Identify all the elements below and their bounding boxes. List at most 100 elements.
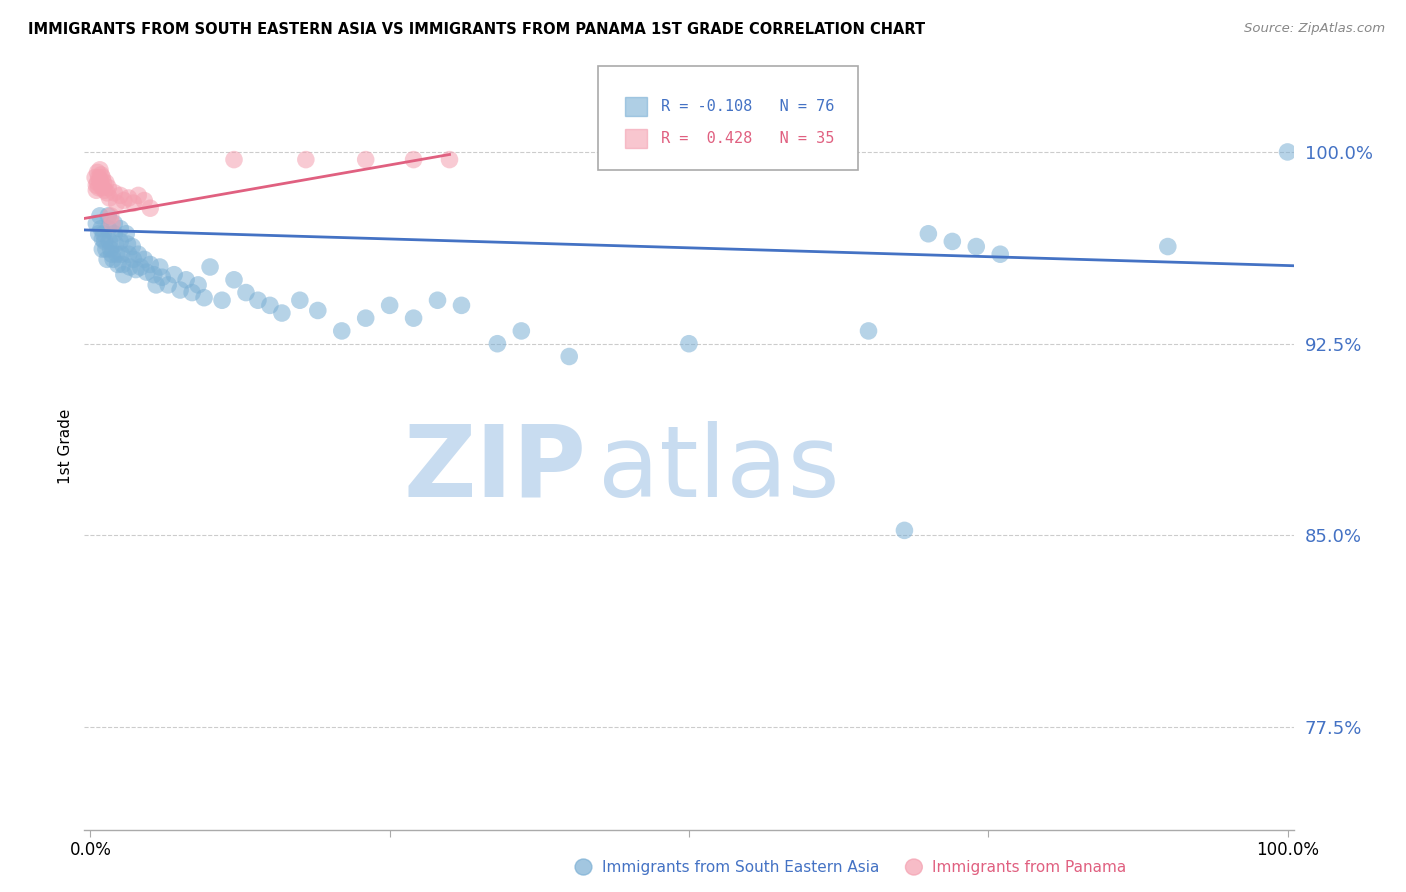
- Text: atlas: atlas: [599, 420, 839, 517]
- Point: [110, 235, 132, 249]
- Point: [84, 170, 107, 185]
- Y-axis label: 1st Grade: 1st Grade: [58, 409, 73, 483]
- Point: [87, 227, 110, 241]
- Point: [89, 173, 111, 187]
- Point: [103, 186, 125, 200]
- Point: [93, 235, 115, 249]
- Point: [100, 242, 122, 256]
- Point: [87, 180, 110, 194]
- Point: [101, 252, 124, 267]
- Point: [93, 176, 115, 190]
- FancyBboxPatch shape: [624, 97, 647, 116]
- Point: [103, 217, 125, 231]
- Point: [893, 524, 915, 538]
- Point: [96, 186, 118, 200]
- Point: [198, 260, 221, 274]
- Text: ZIP: ZIP: [404, 420, 586, 517]
- Point: [112, 268, 135, 282]
- Point: [100, 209, 122, 223]
- Point: [91, 232, 114, 246]
- Point: [402, 311, 425, 326]
- Point: [139, 257, 162, 271]
- Point: [86, 176, 108, 190]
- Point: [134, 194, 156, 208]
- Point: [439, 153, 461, 167]
- Point: [145, 277, 167, 292]
- Point: [402, 153, 425, 167]
- Point: [101, 217, 124, 231]
- Point: [169, 283, 191, 297]
- Point: [988, 247, 1011, 261]
- Point: [858, 324, 880, 338]
- Point: [181, 285, 204, 300]
- Point: [118, 191, 141, 205]
- Point: [354, 153, 377, 167]
- Point: [486, 336, 509, 351]
- Point: [149, 260, 172, 274]
- Point: [330, 324, 353, 338]
- Point: [118, 247, 141, 261]
- Point: [87, 170, 110, 185]
- Point: [122, 196, 145, 211]
- Point: [134, 252, 156, 267]
- Point: [90, 178, 112, 193]
- Point: [235, 285, 257, 300]
- Point: [288, 293, 311, 308]
- Point: [135, 265, 157, 279]
- Point: [117, 237, 139, 252]
- Point: [307, 303, 329, 318]
- Point: [941, 235, 963, 249]
- Text: Source: ZipAtlas.com: Source: ZipAtlas.com: [1244, 22, 1385, 36]
- Point: [86, 217, 108, 231]
- Point: [86, 178, 108, 193]
- FancyBboxPatch shape: [599, 66, 858, 169]
- Point: [91, 242, 114, 256]
- FancyBboxPatch shape: [624, 129, 647, 148]
- Point: [150, 270, 173, 285]
- Point: [86, 183, 108, 197]
- Point: [97, 209, 120, 223]
- Point: [965, 239, 987, 253]
- Point: [115, 227, 138, 241]
- Point: [1277, 145, 1299, 159]
- Point: [354, 311, 377, 326]
- Point: [110, 188, 132, 202]
- Point: [211, 293, 233, 308]
- Point: [112, 194, 135, 208]
- Point: [105, 196, 128, 211]
- Point: [118, 260, 141, 274]
- Point: [187, 277, 209, 292]
- Point: [90, 221, 112, 235]
- Point: [174, 273, 197, 287]
- Point: [259, 298, 281, 312]
- Point: [93, 183, 115, 197]
- Point: [94, 176, 117, 190]
- Point: [93, 227, 115, 241]
- Text: R =  0.428   N = 35: R = 0.428 N = 35: [661, 131, 835, 146]
- Point: [510, 324, 533, 338]
- Point: [98, 235, 121, 249]
- Text: IMMIGRANTS FROM SOUTH EASTERN ASIA VS IMMIGRANTS FROM PANAMA 1ST GRADE CORRELATI: IMMIGRANTS FROM SOUTH EASTERN ASIA VS IM…: [28, 22, 925, 37]
- Point: [295, 153, 318, 167]
- Point: [270, 306, 292, 320]
- Point: [125, 262, 148, 277]
- Text: Immigrants from Panama: Immigrants from Panama: [932, 860, 1126, 874]
- Text: Immigrants from South Eastern Asia: Immigrants from South Eastern Asia: [602, 860, 879, 874]
- Point: [426, 293, 449, 308]
- Point: [105, 247, 128, 261]
- Point: [90, 168, 112, 182]
- Point: [450, 298, 472, 312]
- Point: [91, 180, 114, 194]
- Point: [139, 201, 162, 215]
- Point: [678, 336, 700, 351]
- Point: [1157, 239, 1180, 253]
- Point: [91, 170, 114, 185]
- Point: [157, 277, 180, 292]
- Point: [121, 239, 143, 253]
- Point: [96, 252, 118, 267]
- Point: [86, 165, 108, 179]
- Point: [142, 268, 165, 282]
- Point: [103, 227, 125, 241]
- Point: [104, 237, 127, 252]
- Point: [558, 350, 581, 364]
